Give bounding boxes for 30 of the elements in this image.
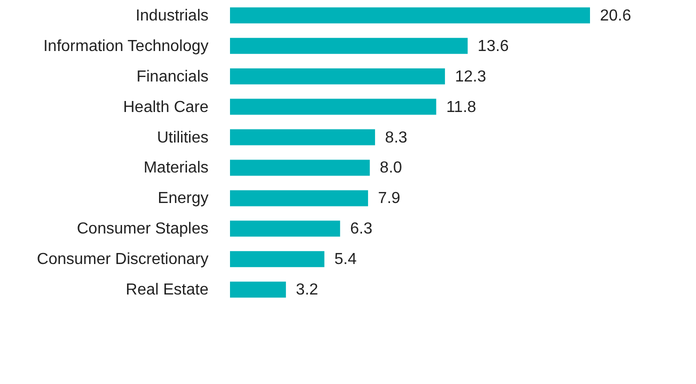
- bar: [230, 251, 324, 268]
- data-label: 13.6: [478, 38, 509, 55]
- bar: [230, 98, 436, 115]
- bar: [230, 282, 286, 298]
- y-tick-label: Real Estate: [126, 282, 209, 299]
- y-tick-label: Information Technology: [43, 38, 208, 55]
- data-label: 7.9: [378, 190, 400, 208]
- data-label: 12.3: [454, 68, 486, 86]
- y-tick-label: Energy: [158, 190, 208, 208]
- y-tick-label: Financials: [136, 68, 208, 86]
- y-tick-label: Consumer Discretionary: [36, 251, 208, 268]
- y-tick-label: Utilities: [156, 129, 208, 146]
- bar: [230, 68, 445, 84]
- bar: [230, 220, 340, 237]
- y-tick-label: Materials: [144, 160, 208, 177]
- bar: [230, 160, 370, 176]
- data-label: 11.8: [446, 98, 476, 116]
- bar: [230, 190, 368, 206]
- data-label: 8.0: [380, 160, 402, 177]
- y-tick-label: Consumer Staples: [76, 220, 208, 238]
- bar: [230, 7, 590, 24]
- data-label: 20.6: [600, 7, 632, 24]
- bar: [230, 38, 468, 54]
- y-tick-label: Health Care: [123, 98, 209, 116]
- data-label: 6.3: [350, 220, 372, 238]
- data-label: 5.4: [334, 251, 357, 268]
- bar: [230, 129, 376, 146]
- data-label: 3.2: [296, 282, 318, 299]
- data-label: 8.3: [385, 129, 408, 146]
- y-tick-label: Industrials: [136, 7, 208, 24]
